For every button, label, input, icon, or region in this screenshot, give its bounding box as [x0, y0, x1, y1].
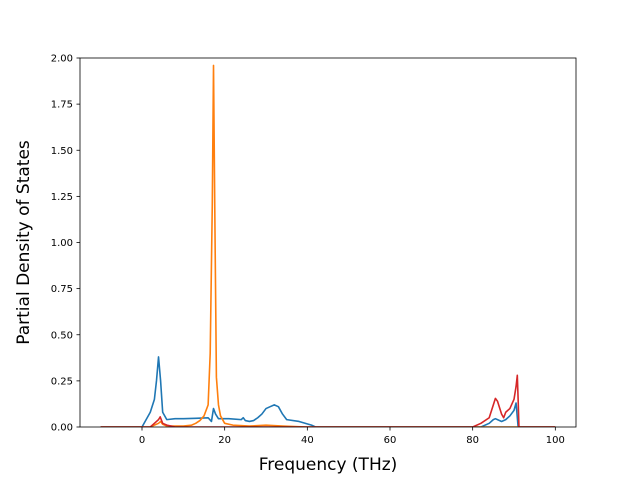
x-axis-label: Frequency (THz)	[259, 455, 398, 475]
y-tick-label: 1.00	[51, 238, 73, 249]
series-line-1	[100, 356, 556, 427]
series-line-3	[100, 374, 556, 427]
y-tick-label: 1.25	[51, 192, 73, 203]
x-tick-label: 100	[546, 435, 565, 446]
plot-frame	[79, 57, 577, 428]
x-tick-label: 20	[218, 435, 231, 446]
y-tick-label: 0.75	[51, 284, 73, 295]
ticks-layer: 0 20 40 60 80 100 0.00 0.25 0.50 0.75 1.00 1.25 1.50…	[51, 54, 565, 447]
y-tick-label: 2.00	[51, 54, 73, 65]
y-tick-label: 0.25	[51, 376, 73, 387]
x-tick-label: 40	[301, 435, 314, 446]
y-tick-label: 1.75	[51, 100, 73, 111]
series-layer	[100, 64, 556, 427]
y-axis-label: Partial Density of States	[14, 140, 34, 345]
x-tick-label: 0	[139, 435, 145, 446]
series-line-2	[100, 64, 556, 427]
x-tick-label: 80	[466, 435, 479, 446]
y-tick-label: 0.00	[51, 423, 73, 434]
y-tick-label: 1.50	[51, 146, 73, 157]
x-tick-label: 60	[384, 435, 397, 446]
y-tick-label: 0.50	[51, 330, 73, 341]
